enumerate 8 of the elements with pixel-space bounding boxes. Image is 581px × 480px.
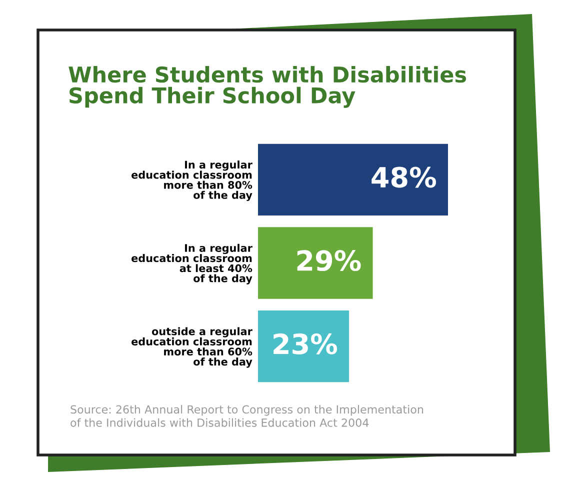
- chart-title: Where Students with Disabilities Spend Their School Day: [68, 66, 466, 108]
- data-label: 29%: [297, 250, 361, 272]
- data-label: 23%: [274, 333, 338, 354]
- data-label: 48%: [372, 166, 436, 188]
- y-tick-label: In a regular education classroom more than 80% of the day: [132, 160, 252, 202]
- y-tick-label: outside a regular education classroom more than 60% of the day: [132, 327, 252, 368]
- y-tick-label: In a regular education classroom at least 40% of the day: [132, 244, 252, 284]
- source-note: Source: 26th Annual Report to Congress on the Implementation of the Individuals with Disabilities Education Act 2004: [70, 405, 424, 427]
